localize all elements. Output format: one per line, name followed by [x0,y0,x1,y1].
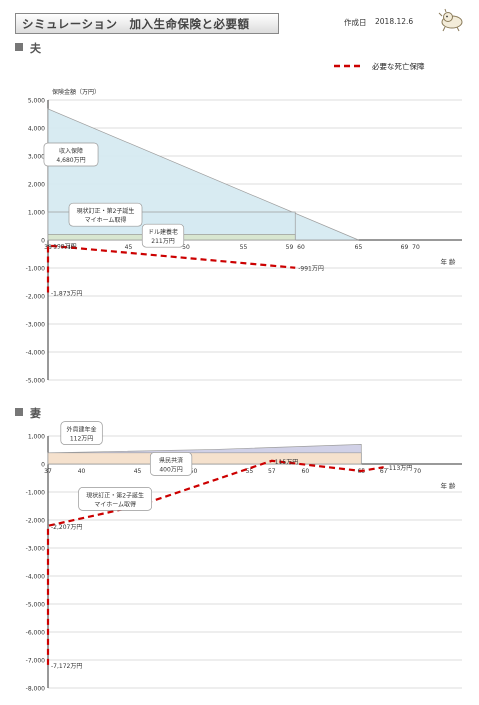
y-tick-label: -8,000 [26,686,46,693]
callout-value: 4,680万円 [56,157,85,164]
x-tick-label: 57 [268,468,276,475]
y-tick-label: -1,000 [26,266,46,273]
section-marker-icon [15,408,23,416]
y-tick-label: -4,000 [26,574,46,581]
date-value: 2018.12.6 [375,17,414,26]
x-tick-label: 40 [78,468,86,475]
callout-box [149,452,193,476]
section-marker-icon [15,43,23,51]
callout-title: 収入保障 [59,147,83,155]
callout-title: 現状訂正・第2子誕生 [77,207,135,215]
y-tick-label: 3,000 [28,154,45,161]
y-tick-label: -4,000 [26,350,46,357]
x-tick-label: 50 [190,468,198,475]
section-title-husband: 夫 [30,42,41,55]
x-tick-label: 67 [380,468,388,475]
section-title-wife: 妻 [30,407,41,420]
callout-value: マイホーム取得 [94,500,136,508]
callout-title: 県民共済 [159,456,183,464]
x-tick-label: 45 [125,244,133,251]
header: シミュレーション 加入生命保険と必要額 作成日 2018.12.6 [5,5,471,34]
x-tick-label: 70 [412,244,420,251]
y-tick-label: -1,000 [26,490,46,497]
y-tick-label: -5,000 [26,602,46,609]
callout-value: 112万円 [70,436,93,443]
x-axis-label: 年 齢 [440,481,456,490]
x-tick-label: 70 [413,468,421,475]
data-label: -7,172万円 [51,663,82,670]
y-axis-label: 保険金額（万円） [52,88,100,96]
data-label: 115万円 [275,459,298,466]
y-tick-label: 4,000 [28,126,45,133]
y-tick-label: -3,000 [26,322,46,329]
date-label: 作成日 [344,18,367,27]
y-tick-label: -5,000 [26,378,46,385]
x-tick-label: 50 [182,244,190,251]
callout-box [68,202,143,227]
y-tick-label: -2,000 [26,518,46,525]
data-label: -2,207万円 [51,524,82,531]
x-tick-label: 59 [286,244,294,251]
y-tick-label: -3,000 [26,546,46,553]
callout-box [43,142,99,167]
need-line [46,244,296,293]
y-tick-label: 1,000 [28,434,45,441]
x-tick-label: 45 [134,468,142,475]
x-tick-label: 55 [240,244,248,251]
coverage-area [47,452,362,465]
y-tick-label: 2,000 [28,182,45,189]
y-tick-label: -7,000 [26,658,46,665]
x-tick-label: 65 [355,244,363,251]
callout-box [141,223,185,248]
x-axis-label: 年 齢 [440,257,456,266]
need-line [46,459,384,665]
x-tick-label: 60 [297,244,305,251]
callout-value: 400万円 [159,466,182,473]
page-title: シミュレーション 加入生命保険と必要額 [22,17,250,31]
y-tick-label: -2,000 [26,294,46,301]
callout-title: 外貨建年金 [67,426,97,434]
y-tick-label: 5,000 [28,98,45,105]
data-label: -113万円 [387,465,413,472]
x-tick-label: 37 [44,468,52,475]
x-tick-label: 60 [302,468,310,475]
callout-box [78,487,152,511]
data-label: -1,873万円 [51,290,82,297]
title-bar: シミュレーション 加入生命保険と必要額 [15,13,279,34]
callout-box [60,421,103,445]
callout-title: 現状訂正・第2子誕生 [86,491,144,499]
y-tick-label: 1,000 [28,210,45,217]
x-tick-label: 55 [246,468,254,475]
callout-title: ドル建養老 [148,228,178,236]
y-tick-label: 0 [41,462,45,469]
y-tick-label: -6,000 [26,630,46,637]
data-label: -199万円 [51,244,77,251]
legend-label: 必要な死亡保障 [372,61,425,71]
y-tick-label: 0 [41,238,45,245]
data-label: -991万円 [298,266,324,273]
x-tick-label: 69 [401,244,409,251]
callout-value: 211万円 [151,238,174,245]
callout-value: マイホーム取得 [85,216,127,224]
mascot-icon [438,8,463,32]
